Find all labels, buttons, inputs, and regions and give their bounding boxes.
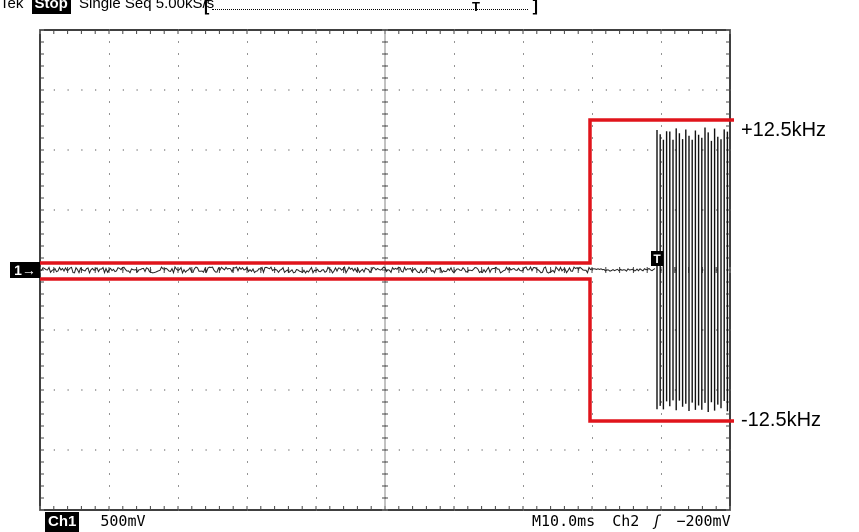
ch1-ground-marker: 1→ [10, 262, 40, 278]
record-bar-right-bracket: ] [532, 0, 538, 15]
volts-per-div: 500mV [100, 512, 146, 530]
record-position-bar: [ T ] [204, 0, 538, 17]
upper-frequency-label: +12.5kHz [741, 119, 827, 141]
frequency-outline [40, 118, 734, 423]
noise-trace [39, 265, 656, 275]
record-bar-track [212, 9, 528, 10]
brand-label: Tek [0, 0, 24, 13]
rising-edge-icon: ʃ [652, 512, 662, 530]
axis-ticks [39, 29, 731, 511]
ch1-waveform [39, 127, 729, 412]
svg-text:T: T [653, 252, 661, 266]
frequency-outline-path [40, 118, 734, 423]
time-per-div: M10.0ms [532, 512, 596, 530]
svg-text:1→: 1→ [14, 262, 36, 278]
ch1-badge: Ch1 [45, 512, 80, 532]
trigger-point-marker: T [651, 251, 663, 266]
timebase-readout: M10.0ms Ch2 ʃ −200mV [532, 511, 731, 531]
sample-rate: 5.00kS/s [155, 0, 215, 13]
record-bar-left-bracket: [ [204, 0, 210, 15]
run-state-badge: Stop [31, 0, 71, 15]
record-trigger-marker: T [472, 0, 480, 14]
acquisition-mode: Single Seq [79, 0, 152, 13]
channel-readout: Ch1 500mV [45, 511, 146, 532]
trigger-level: −200mV [676, 512, 731, 530]
lower-frequency-label: -12.5kHz [741, 409, 822, 431]
status-line: Tek Stop Single Seq 5.00kS/s [0, 0, 215, 15]
burst-trace [656, 127, 729, 412]
trigger-source: Ch2 [612, 512, 640, 530]
